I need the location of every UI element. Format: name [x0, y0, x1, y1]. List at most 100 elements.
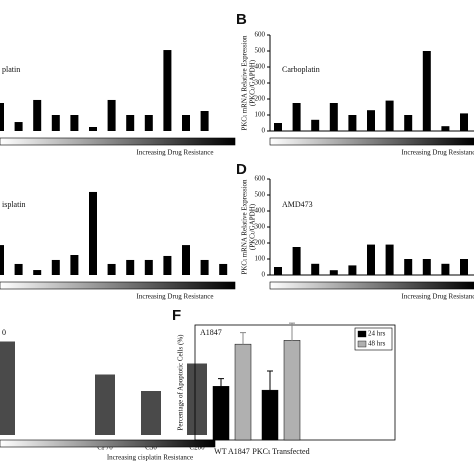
bar [404, 115, 413, 131]
bar [283, 340, 301, 441]
bar [0, 103, 4, 131]
resistance-gradient [0, 137, 236, 146]
bar [14, 122, 23, 131]
legend-label: 24 hrs [368, 330, 386, 338]
y-tick-label: 200 [255, 239, 266, 247]
bar [422, 51, 431, 131]
y-tick-label: 100 [255, 111, 266, 119]
bar [367, 244, 375, 275]
y-tick-label: 0 [262, 271, 266, 279]
bar [200, 111, 209, 131]
bar [144, 259, 153, 275]
bar [348, 265, 357, 275]
bar [441, 263, 450, 275]
bar [367, 110, 375, 131]
y-tick-label: 0 [262, 127, 266, 135]
bar [441, 126, 450, 131]
x-axis-label: Increasing Drug Resistance [137, 149, 214, 157]
y-tick-label: 400 [255, 207, 266, 215]
y-tick-label: 300 [255, 79, 266, 87]
y-axis-label: PKCι mRNA Relative Expression [241, 179, 249, 275]
bar [126, 259, 135, 275]
bar [292, 247, 301, 275]
bar [126, 115, 135, 131]
resistance-gradient [269, 281, 474, 290]
annotation: A1847 [200, 328, 222, 337]
y-tick-label: 600 [255, 31, 266, 39]
bar [274, 267, 282, 275]
y-axis-label: Percentage of Apoptotic Cells (%) [177, 334, 185, 431]
resistance-gradient [0, 439, 216, 448]
y-axis-label: (PKCι/GAPDH) [249, 203, 257, 250]
x-axis-label: Increasing Drug Resistance [402, 293, 474, 301]
bar [89, 191, 97, 275]
legend-label: 48 hrs [368, 340, 386, 348]
legend-swatch [357, 340, 367, 348]
bar [95, 374, 115, 435]
bar [0, 341, 15, 435]
bar [89, 127, 97, 131]
x-tick-label: CP70 [97, 444, 113, 452]
y-tick-label: 500 [255, 191, 266, 199]
bar [219, 263, 228, 275]
annotation: Carboplatin [282, 65, 320, 74]
y-tick-label: 100 [255, 255, 266, 263]
bar [385, 100, 394, 131]
bar [33, 270, 42, 275]
bar [107, 263, 116, 275]
x-tick-label: WT A1847 [214, 447, 250, 456]
bar [144, 115, 153, 131]
y-tick-label: 500 [255, 47, 266, 55]
annotation: isplatin [2, 200, 26, 209]
panel-letter: D [236, 161, 247, 178]
resistance-gradient [0, 281, 236, 290]
bar [33, 99, 42, 131]
x-tick-label: C200 [189, 444, 205, 452]
x-axis-label: Increasing Drug Resistance [137, 293, 214, 301]
x-tick-label: C30 [145, 444, 157, 452]
bar [311, 263, 320, 275]
y-tick-label: 300 [255, 223, 266, 231]
bar [274, 123, 282, 131]
bar [70, 115, 79, 131]
annotation: AMD473 [282, 200, 313, 209]
bar [187, 363, 207, 435]
bar [182, 115, 190, 131]
error-bar [218, 378, 224, 387]
bar [212, 386, 230, 441]
bar [51, 115, 60, 131]
bar [14, 263, 23, 275]
y-tick-label: 400 [255, 63, 266, 71]
error-bar [267, 370, 273, 391]
annotation: platin [2, 65, 20, 74]
bar [70, 255, 79, 275]
bar [422, 259, 431, 275]
error-bar [289, 322, 295, 341]
y-tick-label: 600 [255, 175, 266, 183]
bar [404, 259, 413, 275]
bar [292, 103, 301, 131]
bar [0, 245, 4, 275]
bar [329, 270, 338, 275]
panel-letter: F [172, 307, 181, 324]
y-axis-label: (PKCι/GAPDH) [249, 59, 257, 106]
bar [163, 255, 172, 275]
bar [182, 245, 190, 275]
title: 0 [2, 328, 6, 337]
bar [141, 391, 161, 435]
bar [460, 259, 468, 275]
y-tick-label: 200 [255, 95, 266, 103]
bar [311, 119, 320, 131]
bar [261, 389, 279, 441]
x-axis-label: Increasing cisplatin Resistance [107, 454, 193, 462]
resistance-gradient [269, 137, 474, 146]
x-axis-label: Increasing Drug Resistance [402, 149, 474, 157]
bar [460, 113, 468, 131]
bar [163, 50, 172, 131]
bar [107, 99, 116, 131]
bar [200, 259, 209, 275]
legend-swatch [357, 330, 367, 338]
x-tick-label: PKCι Transfected [252, 447, 309, 456]
bar [329, 103, 338, 131]
